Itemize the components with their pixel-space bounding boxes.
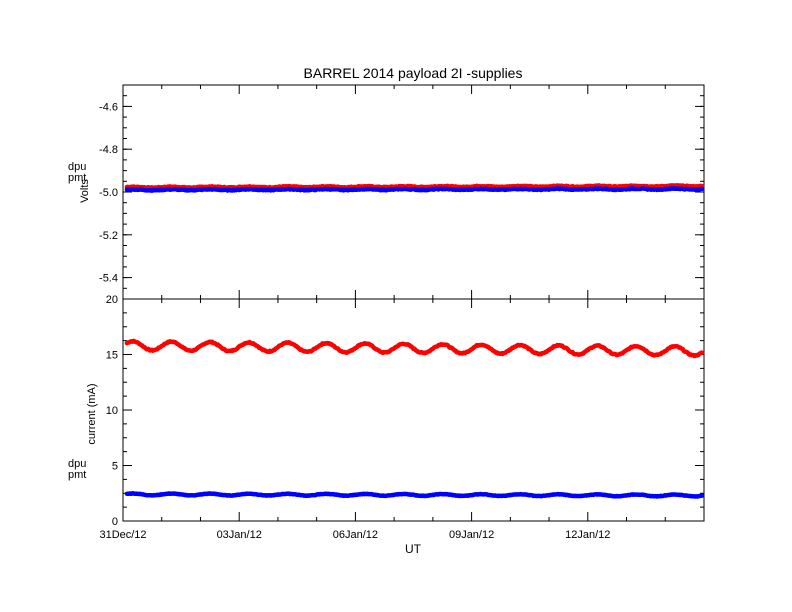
x-tick-label: 09Jan/12 <box>449 529 494 541</box>
x-tick-label: 03Jan/12 <box>217 529 262 541</box>
chart-title: BARREL 2014 payload 2I -supplies <box>304 65 523 81</box>
bottom-legend-pmt: pmt <box>68 469 86 481</box>
top-y-axis-label: Volts <box>79 179 91 203</box>
x-axis-label: UT <box>405 542 422 556</box>
bottom-series-group <box>124 338 705 499</box>
bottom-panel: 0 5 10 15 20 31Dec/12 03Jan/12 06Jan/12 09Jan/1… <box>68 294 705 541</box>
bottom-series-dpu <box>124 338 705 359</box>
top-y-tick-label: -5.0 <box>99 187 118 199</box>
top-y-tick-label: -5.2 <box>99 230 118 242</box>
top-series-group <box>124 183 705 193</box>
top-legend-pmt: pmt <box>68 172 86 184</box>
top-y-tick-label: -4.6 <box>99 101 118 113</box>
top-y-tick-label: -5.4 <box>99 273 118 285</box>
top-panel: -4.6 -4.8 -5.0 -5.2 -5.4 Volts dpu pmt <box>68 84 705 300</box>
bottom-series-pmt <box>124 491 705 499</box>
top-series-pmt <box>124 186 705 193</box>
top-y-axis: -4.6 -4.8 -5.0 -5.2 -5.4 <box>99 84 704 300</box>
bottom-y-tick-label: 0 <box>112 516 118 528</box>
bottom-y-tick-label: 10 <box>106 405 118 417</box>
bottom-y-tick-label: 15 <box>106 350 118 362</box>
top-plot-frame <box>122 84 705 300</box>
bottom-y-tick-label: 5 <box>112 461 118 473</box>
bottom-y-tick-label: 20 <box>106 294 118 306</box>
top-x-ticks <box>122 85 705 299</box>
bottom-plot-frame <box>122 298 705 522</box>
top-legend-dpu: dpu <box>68 161 86 173</box>
x-tick-label: 31Dec/12 <box>99 529 146 541</box>
top-series-dpu <box>124 183 705 191</box>
x-tick-label: 06Jan/12 <box>333 529 378 541</box>
x-tick-label: 12Jan/12 <box>565 529 610 541</box>
bottom-y-axis-label: current (mA) <box>86 383 98 444</box>
bottom-x-axis: 31Dec/12 03Jan/12 06Jan/12 09Jan/12 12Jan/12 <box>99 299 705 541</box>
top-y-tick-label: -4.8 <box>99 144 118 156</box>
bottom-legend-dpu: dpu <box>68 458 86 470</box>
